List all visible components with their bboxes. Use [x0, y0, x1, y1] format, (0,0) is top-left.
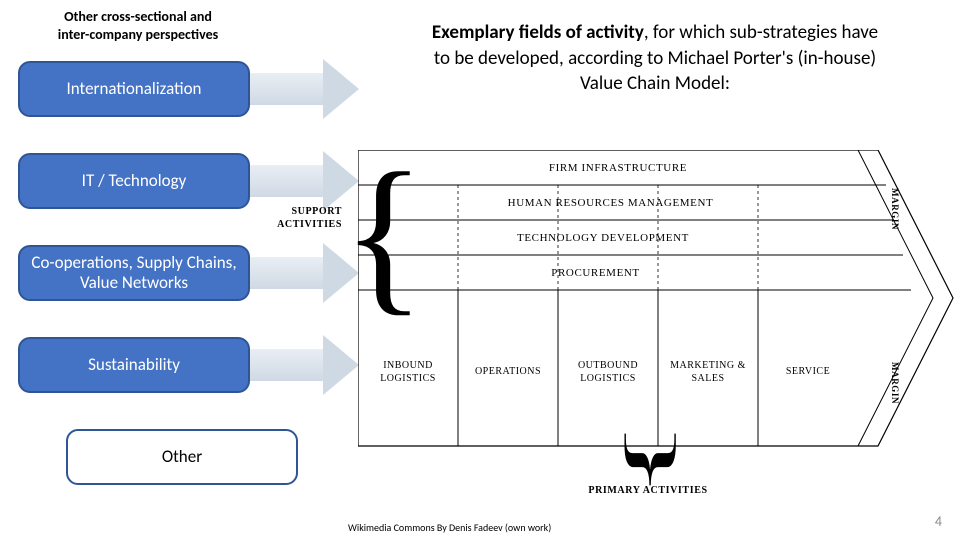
pill-row-0: Internationalization — [18, 61, 258, 117]
page-number: 4 — [935, 513, 942, 530]
margin-label-bottom: MARGIN — [890, 362, 900, 404]
pill-other: Other — [66, 429, 298, 485]
right-header: Exemplary fields of activity, for which … — [430, 20, 880, 97]
primary-inbound: INBOUND LOGISTICS — [358, 298, 458, 446]
support-row-infrastructure: FIRM INFRASTRUCTURE — [358, 150, 878, 185]
pill-row-3: Sustainability — [18, 337, 258, 393]
image-credit: Wikimedia Commons By Denis Fadeev (own w… — [348, 521, 551, 534]
left-header: Other cross-sectional andinter-company p… — [18, 8, 258, 43]
pill-internationalization: Internationalization — [18, 61, 250, 117]
margin-label-top: MARGIN — [890, 188, 900, 230]
pill-row-2: Co-operations, Supply Chains, Value Netw… — [18, 245, 258, 301]
primary-outbound: OUTBOUND LOGISTICS — [558, 298, 658, 446]
right-title-bold: Exemplary fields of activity — [432, 21, 644, 44]
primary-operations: OPERATIONS — [458, 298, 558, 446]
support-row-technology: TECHNOLOGY DEVELOPMENT — [358, 220, 848, 255]
support-activities-label: SUPPORT ACTIVITIES — [268, 206, 342, 231]
arrow-head-icon — [323, 59, 359, 119]
pill-row-1: IT / Technology — [18, 153, 258, 209]
pill-row-4: Other — [18, 429, 258, 485]
primary-marketing: MARKETING & SALES — [658, 298, 758, 446]
value-chain-diagram: SUPPORT ACTIVITIES { PRIMARY ACTIVITIES … — [348, 150, 948, 470]
pill-sustainability: Sustainability — [18, 337, 250, 393]
pill-it-technology: IT / Technology — [18, 153, 250, 209]
pill-cooperation: Co-operations, Supply Chains, Value Netw… — [18, 245, 250, 301]
primary-service: SERVICE — [758, 298, 858, 446]
support-row-procurement: PROCUREMENT — [358, 255, 833, 290]
support-row-hr: HUMAN RESOURCES MANAGEMENT — [358, 185, 863, 220]
